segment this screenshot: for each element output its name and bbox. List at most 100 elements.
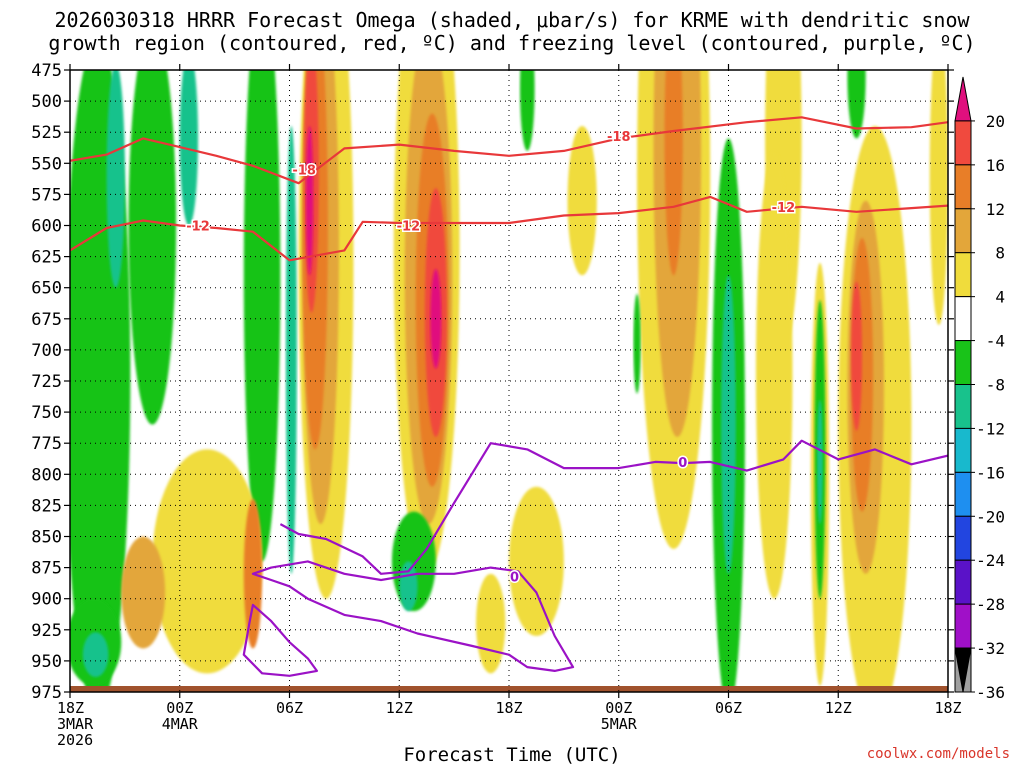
dgz-contour-label: -18 [607,130,631,145]
colorbar-bin [954,427,972,473]
colorbar-label: -32 [976,639,1005,658]
x-tick-label: 18Z [495,699,522,717]
y-tick-label: 675 [31,310,62,330]
omega-region-2 [243,70,281,562]
y-tick-label: 500 [31,92,62,112]
y-tick-label: 975 [31,683,62,703]
y-tick-label: 725 [31,372,62,392]
omega-region-25 [476,573,506,674]
colorbar-bin [954,164,972,210]
source-credit[interactable]: coolwx.com/models [866,746,1010,762]
colorbar-bin-bottom [954,647,972,693]
colorbar-label: 4 [995,288,1005,307]
freezing-level-label: 0 [510,570,519,585]
colorbar-bin [954,559,972,605]
omega-region-3 [106,70,125,288]
omega-region-37 [817,399,823,525]
colorbar-label: -20 [976,507,1005,526]
dgz-contour-label: -12 [772,201,796,216]
y-tick-label: 750 [31,403,62,423]
y-tick-label: 650 [31,279,62,299]
colorbar-bin-top [954,76,972,122]
colorbar-bin [954,515,972,561]
colorbar-label: 8 [995,244,1005,263]
dgz-contour-minus18 [70,116,948,185]
y-tick-label: 575 [31,185,62,205]
freezing-level-loop [251,560,575,672]
colorbar-bin [954,471,972,517]
omega-region-15 [305,125,314,276]
x-tick-label: 00Z [166,699,193,717]
y-tick-label: 775 [31,434,62,454]
y-tick-label: 700 [31,341,62,361]
y-tick-label: 550 [31,154,62,174]
x-tick-label: 12Z [386,699,413,717]
x-tick-label: 5MAR [601,715,638,733]
omega-region-9 [121,536,166,649]
x-tick-label: 06Z [715,699,742,717]
omega-region-31 [721,275,736,574]
dgz-contour-minus12 [70,195,948,262]
omega-region-4 [179,70,199,226]
y-tick-label: 525 [31,123,62,143]
colorbar-label: -4 [986,332,1005,351]
omega-region-34 [755,150,793,599]
colorbar-label: 16 [986,156,1005,175]
omega-region-22 [399,561,418,612]
colorbar-label: -24 [976,551,1005,570]
omega-region-43 [929,70,948,325]
omega-region-23 [519,70,535,151]
colorbar-bin [954,384,972,429]
y-tick-label: 475 [31,61,62,81]
dgz-contour-label: -12 [397,220,421,235]
x-tick-label: 00Z [605,699,632,717]
x-tick-label: 06Z [276,699,303,717]
chart-title-line2: growth region (contoured, red, ºC) and f… [48,31,976,55]
omega-region-26 [567,125,597,276]
colorbar-label: -16 [976,463,1005,482]
colorbar-label: -8 [986,376,1005,395]
omega-region-29 [664,70,683,276]
colorbar-bin [954,252,972,298]
freezing-level-label: 0 [678,456,687,471]
colorbar-bin [954,603,972,649]
omega-region-1 [128,70,177,425]
omega-region-7 [82,632,109,678]
colorbar-bin [954,120,972,166]
omega-region-32 [633,293,641,394]
omega-region-5 [285,125,297,574]
ground-surface [70,686,948,692]
x-tick-label: 18Z [57,699,84,717]
colorbar-label: 12 [986,200,1005,219]
y-tick-label: 950 [31,652,62,672]
x-tick-label: 18Z [934,699,961,717]
x-tick-label: 4MAR [162,715,199,733]
x-axis-label: Forecast Time (UTC) [403,744,621,766]
dgz-contour-label: -18 [292,164,316,179]
omega-region-42 [851,281,863,431]
omega-region-38 [847,70,866,139]
y-tick-label: 925 [31,621,62,641]
y-tick-label: 625 [31,248,62,268]
dgz-contour-label: -12 [186,220,210,235]
y-tick-label: 900 [31,590,62,610]
y-tick-label: 800 [31,465,62,485]
omega-region-24 [509,486,564,637]
y-tick-label: 825 [31,496,62,516]
x-tick-label: 12Z [825,699,852,717]
freezing-level-small-loop [242,603,318,677]
colorbar-label: -36 [976,683,1005,702]
colorbar-label: 20 [986,112,1005,131]
colorbar-bin [954,296,972,342]
y-tick-label: 850 [31,528,62,548]
x-tick-label: 3MAR [57,715,94,733]
x-tick-label: 2026 [57,731,93,749]
colorbar-label: -12 [976,419,1005,438]
y-tick-label: 875 [31,559,62,579]
chart-title-line1: 2026030318 HRRR Forecast Omega (shaded, … [54,8,970,32]
colorbar-bin [954,340,972,386]
colorbar-bin [954,208,972,254]
colorbar-label: -28 [976,595,1005,614]
freezing-level-contour [279,439,948,575]
